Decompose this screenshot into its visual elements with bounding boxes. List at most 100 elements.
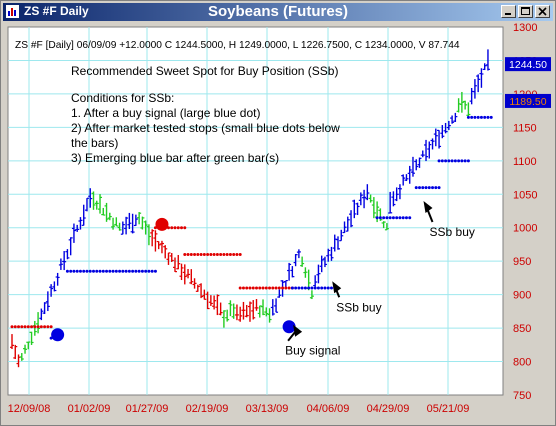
callout-arrow-head [332, 281, 342, 294]
maximize-icon [521, 7, 530, 15]
annotation-line: the bars) [71, 136, 118, 150]
stop-dot [153, 269, 157, 273]
maximize-button[interactable] [518, 5, 533, 18]
stop-dot [10, 325, 14, 329]
callout-arrow-head [293, 324, 303, 337]
stop-dot [238, 252, 242, 256]
stop-dot [329, 286, 333, 290]
stop-dot [202, 252, 206, 256]
stop-dot [470, 115, 474, 119]
stop-dot [313, 286, 317, 290]
stop-dot [215, 252, 219, 256]
stop-dot [401, 216, 405, 220]
stop-dot [421, 186, 425, 190]
stop-dot [398, 216, 402, 220]
price-label-box [505, 57, 551, 72]
stop-dot [36, 325, 40, 329]
title-bar[interactable]: Soybeans (Futures) ZS #F Daily [3, 3, 553, 21]
stop-dot [437, 186, 441, 190]
stop-dot [457, 159, 461, 163]
annotation-line: 1. After a buy signal (large blue dot) [71, 106, 260, 120]
x-tick-label: 12/09/08 [8, 403, 51, 415]
stop-dot [43, 325, 47, 329]
minimize-icon [505, 13, 511, 15]
stop-dot [39, 325, 43, 329]
stop-dot [180, 226, 184, 230]
y-tick-label: 1000 [513, 223, 537, 235]
stop-dot [385, 216, 389, 220]
signal-dot [51, 328, 65, 342]
stop-dot [476, 115, 480, 119]
stop-dot [408, 216, 412, 220]
stop-dot [219, 252, 223, 256]
stop-dot [118, 269, 122, 273]
x-tick-label: 04/06/09 [307, 403, 350, 415]
stop-dot [127, 269, 131, 273]
info-line: ZS #F [Daily] 06/09/09 +12.0000 C 1244.5… [15, 40, 460, 51]
stop-dot [78, 269, 82, 273]
close-icon [538, 7, 547, 16]
stop-dot [297, 286, 301, 290]
stop-dot [147, 269, 151, 273]
stop-dot [196, 252, 200, 256]
stop-dot [183, 252, 187, 256]
stop-dot [137, 269, 141, 273]
callout-arrow-head [423, 200, 433, 213]
callout-label: Buy signal [285, 344, 340, 358]
stop-dot [450, 159, 454, 163]
stop-dot [323, 286, 327, 290]
stop-dot [264, 286, 268, 290]
stop-dot [33, 325, 37, 329]
stop-dot [473, 115, 477, 119]
stop-dot [466, 115, 470, 119]
stop-dot [46, 325, 50, 329]
stop-dot [92, 269, 95, 273]
stop-dot [287, 286, 291, 290]
stop-dot [489, 115, 493, 119]
stop-dot [271, 286, 275, 290]
stop-dot [248, 286, 252, 290]
stop-dot [212, 252, 216, 256]
x-tick-label: 01/27/09 [126, 403, 169, 415]
y-tick-label: 900 [513, 290, 531, 302]
x-tick-label: 04/29/09 [367, 403, 410, 415]
stop-dot [108, 269, 112, 273]
stop-dot [326, 286, 330, 290]
annotation-line: 3) Emerging blue bar after green bar(s) [71, 151, 279, 165]
stop-dot [209, 252, 213, 256]
price-chart[interactable]: 1300125012001150110010501000950900850800… [3, 23, 553, 423]
signal-dot [155, 217, 169, 231]
stop-dot [463, 159, 467, 163]
stop-dot [75, 269, 79, 273]
stop-dot [235, 252, 239, 256]
stop-dot [274, 286, 278, 290]
stop-dot [144, 269, 148, 273]
annotation-line: 2) After market tested stops (small blue… [71, 121, 340, 135]
y-tick-label: 1300 [513, 23, 537, 34]
stop-dot [404, 216, 408, 220]
stop-dot [69, 269, 73, 273]
stop-dot [228, 252, 232, 256]
x-tick-label: 03/13/09 [246, 403, 289, 415]
stop-dot [268, 286, 272, 290]
callout-label: SSb buy [430, 225, 475, 239]
stop-dot [232, 252, 236, 256]
stop-dot [284, 286, 288, 290]
stop-dot [85, 269, 89, 273]
stop-dot [206, 252, 210, 256]
stop-dot [189, 252, 193, 256]
price-label-text: 1244.50 [509, 59, 547, 71]
stop-dot [17, 325, 21, 329]
close-button[interactable] [535, 5, 550, 18]
stop-dot [13, 325, 17, 329]
price-label-text: 1189.50 [509, 96, 546, 108]
stop-dot [170, 226, 174, 230]
stop-dot [316, 286, 320, 290]
stop-dot [65, 269, 69, 273]
annotation-line: Recommended Sweet Spot for Buy Position … [71, 64, 338, 78]
stop-dot [424, 186, 428, 190]
stop-dot [111, 269, 115, 273]
stop-dot [134, 269, 138, 273]
minimize-button[interactable] [501, 5, 516, 18]
chart-app-icon [6, 5, 19, 18]
